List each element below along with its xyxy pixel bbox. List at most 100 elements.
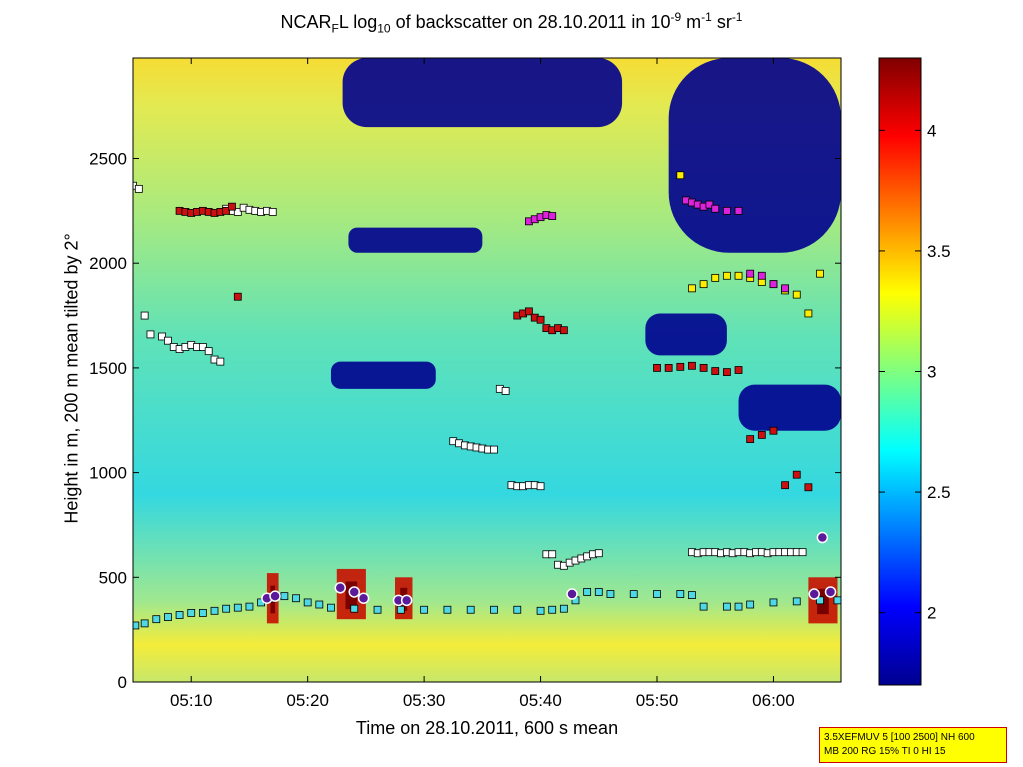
series-0-point xyxy=(629,590,638,598)
x-axis-label: Time on 28.10.2011, 600 s mean xyxy=(355,718,619,738)
series-0-point xyxy=(792,597,801,606)
series-2-point xyxy=(722,368,731,376)
series-0-point xyxy=(699,602,708,611)
series-3-point xyxy=(676,171,685,180)
series-1-point xyxy=(594,549,603,558)
colorbar-tick-label: 2.5 xyxy=(927,483,951,502)
series-1-point xyxy=(536,482,545,491)
series-4-point xyxy=(746,269,755,278)
series-3-point xyxy=(734,271,743,280)
series-0-point xyxy=(536,606,545,615)
series-0-point xyxy=(303,598,312,607)
y-tick-label: 1000 xyxy=(89,464,127,483)
series-1-point xyxy=(798,548,807,557)
series-5-point xyxy=(566,588,578,600)
series-5-point xyxy=(808,588,820,600)
series-2-point xyxy=(711,367,720,375)
low-backscatter-region-3 xyxy=(645,313,727,356)
series-5-point xyxy=(816,531,829,544)
y-tick-label: 2500 xyxy=(89,150,127,169)
series-0-point xyxy=(513,605,522,614)
series-4-point xyxy=(711,204,720,213)
series-2-point xyxy=(222,206,231,215)
series-2-point xyxy=(653,364,661,372)
series-3-point xyxy=(711,273,720,282)
series-4 xyxy=(525,196,790,293)
series-3-point xyxy=(722,271,731,280)
low-backscatter-region-4 xyxy=(738,384,841,431)
series-0-point xyxy=(152,615,161,624)
series-3-point xyxy=(699,280,708,289)
series-1-point xyxy=(140,311,149,320)
series-0-point xyxy=(490,605,498,614)
x-tick-label: 05:10 xyxy=(170,691,213,710)
series-0-point xyxy=(746,600,755,609)
series-0-point xyxy=(210,606,219,615)
series-1-point xyxy=(164,336,172,345)
series-2-point xyxy=(734,366,743,374)
x-tick-label: 05:30 xyxy=(403,691,446,710)
series-1-point xyxy=(158,332,167,341)
series-3-point xyxy=(804,309,813,318)
low-backscatter-region-0 xyxy=(342,58,623,128)
x-tick-label: 05:50 xyxy=(636,691,679,710)
series-1-point xyxy=(268,208,277,216)
series-0-point xyxy=(833,596,841,605)
series-3-point xyxy=(816,269,824,278)
series-2-point xyxy=(769,426,778,435)
series-5-point xyxy=(400,594,413,607)
low-backscatter-region-2 xyxy=(348,227,483,253)
series-5-point xyxy=(334,582,347,594)
series-1 xyxy=(133,181,807,570)
series-0-point xyxy=(140,619,149,628)
series-2-point xyxy=(559,326,568,335)
series-1-point xyxy=(490,445,498,454)
series-4-point xyxy=(757,271,766,280)
plot-frame xyxy=(132,57,842,683)
series-0-point xyxy=(187,608,196,617)
series-0-point xyxy=(606,590,615,598)
series-0-point xyxy=(559,604,568,613)
colorbar-axis: 2 2.5 3 3.5 4 xyxy=(879,121,951,623)
x-tick-label: 06:00 xyxy=(752,691,795,710)
series-0-point xyxy=(222,604,231,613)
series-1-point xyxy=(548,550,557,559)
series-0-point xyxy=(133,621,140,630)
colorbar-gradient xyxy=(878,57,922,686)
series-2-point xyxy=(688,361,696,370)
series-3-point xyxy=(688,284,696,293)
series-2-point xyxy=(699,364,708,372)
series-2 xyxy=(175,202,813,492)
series-2-point xyxy=(228,202,236,211)
series-2-point xyxy=(757,431,766,439)
x-tick-label: 05:40 xyxy=(519,691,562,710)
series-0-point xyxy=(548,605,557,614)
series-0-point xyxy=(466,605,475,614)
series-5 xyxy=(261,531,837,607)
series-2-point xyxy=(792,470,801,479)
colorbar: 2 2.5 3 3.5 4 xyxy=(878,57,951,686)
series-0-point xyxy=(350,604,359,613)
series-0-point xyxy=(198,608,207,617)
series-0-point xyxy=(722,602,731,611)
series-1-point xyxy=(233,208,242,216)
series-5-point xyxy=(348,586,360,598)
series-4-point xyxy=(734,206,743,215)
series-2-point xyxy=(525,307,533,316)
series-0-point xyxy=(583,588,592,596)
series-0-point xyxy=(443,605,452,614)
series-0 xyxy=(133,588,841,630)
marker-series xyxy=(133,171,841,630)
series-0-point xyxy=(688,591,696,600)
series-0-point xyxy=(233,603,242,612)
series-5-point xyxy=(824,586,837,598)
y-tick-label: 1500 xyxy=(89,359,127,378)
backscatter-regions xyxy=(266,58,841,624)
series-1-point xyxy=(198,343,207,351)
series-4-point xyxy=(705,200,714,209)
chart-title: NCARFL log10 of backscatter on 28.10.201… xyxy=(280,10,743,36)
series-0-point xyxy=(769,598,778,607)
series-0-point xyxy=(420,605,429,614)
y-tick-label: 0 xyxy=(118,673,127,692)
series-0-point xyxy=(396,605,405,614)
